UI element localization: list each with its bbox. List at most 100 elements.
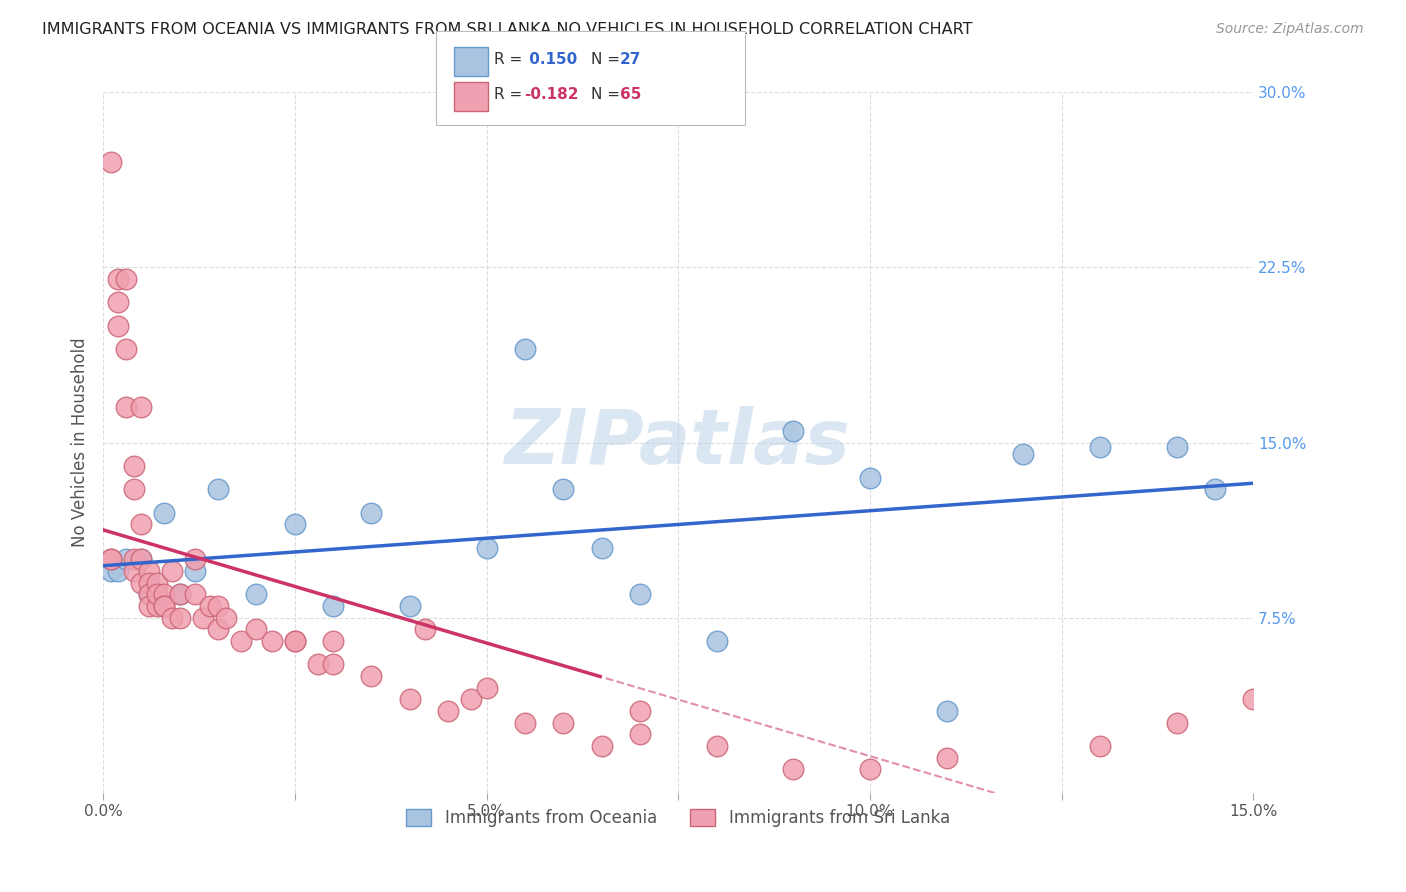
Point (153, 587, 176, 601)
Point (153, 506, 176, 520)
Point (360, 669, 382, 683)
Point (513, 342, 536, 356)
Point (191, 610, 214, 624)
Point (231, 634, 253, 648)
Point (100, 564, 122, 578)
Point (284, 634, 307, 648)
Text: 27: 27 (620, 53, 641, 67)
Point (260, 634, 283, 648)
Point (215, 610, 238, 624)
Text: 65: 65 (620, 87, 641, 102)
Point (1166, 715, 1188, 730)
Point (131, 552, 153, 566)
Text: ZIPatlas: ZIPatlas (505, 406, 851, 480)
Point (115, 401, 138, 415)
Point (153, 599, 176, 613)
Point (184, 564, 207, 578)
Point (146, 599, 169, 613)
Point (307, 657, 329, 672)
Point (1012, 447, 1035, 461)
Point (122, 482, 145, 496)
Point (322, 634, 344, 648)
Point (437, 704, 460, 718)
Point (513, 715, 536, 730)
Point (107, 318, 129, 333)
Text: Source: ZipAtlas.com: Source: ZipAtlas.com (1216, 22, 1364, 37)
Point (146, 587, 169, 601)
Point (122, 458, 145, 473)
Point (131, 552, 153, 566)
Point (460, 692, 482, 706)
Point (138, 587, 160, 601)
Point (935, 704, 957, 718)
Point (184, 587, 207, 601)
Point (160, 564, 183, 578)
Point (782, 762, 804, 776)
Point (398, 692, 420, 706)
Point (100, 552, 122, 566)
Point (628, 704, 651, 718)
Point (100, 552, 122, 566)
Point (553, 482, 575, 496)
Y-axis label: No Vehicles in Household: No Vehicles in Household (72, 338, 89, 548)
Point (1088, 440, 1111, 454)
Point (553, 715, 575, 730)
Text: N =: N = (591, 53, 624, 67)
Point (859, 470, 882, 484)
Point (322, 599, 344, 613)
Point (782, 424, 804, 438)
Point (207, 599, 229, 613)
Text: IMMIGRANTS FROM OCEANIA VS IMMIGRANTS FROM SRI LANKA NO VEHICLES IN HOUSEHOLD CO: IMMIGRANTS FROM OCEANIA VS IMMIGRANTS FR… (42, 22, 973, 37)
Text: R =: R = (494, 53, 527, 67)
Point (200, 599, 222, 613)
Point (284, 634, 307, 648)
Point (245, 587, 267, 601)
Point (284, 517, 307, 532)
Point (859, 762, 882, 776)
Text: N =: N = (591, 87, 624, 102)
Point (138, 575, 160, 590)
Point (138, 564, 160, 578)
Point (706, 739, 728, 753)
Point (591, 739, 613, 753)
Point (169, 587, 191, 601)
Point (107, 564, 129, 578)
Point (628, 727, 651, 741)
Point (245, 622, 267, 636)
Text: -0.182: -0.182 (524, 87, 579, 102)
Point (360, 506, 382, 520)
Point (475, 541, 498, 555)
Point (628, 587, 651, 601)
Point (107, 295, 129, 310)
Point (138, 587, 160, 601)
Point (413, 622, 436, 636)
Point (160, 610, 183, 624)
Point (475, 681, 498, 695)
Point (935, 750, 957, 764)
Text: 0.150: 0.150 (524, 53, 578, 67)
Point (131, 575, 153, 590)
Point (115, 552, 138, 566)
Point (138, 599, 160, 613)
Point (591, 541, 613, 555)
Point (207, 482, 229, 496)
Point (131, 401, 153, 415)
Point (115, 272, 138, 286)
Point (1088, 739, 1111, 753)
Point (169, 587, 191, 601)
Point (398, 599, 420, 613)
Point (131, 517, 153, 532)
Point (107, 272, 129, 286)
Point (153, 599, 176, 613)
Point (322, 657, 344, 672)
Point (115, 342, 138, 356)
Point (122, 564, 145, 578)
Point (706, 634, 728, 648)
Point (207, 622, 229, 636)
Point (100, 155, 122, 169)
Point (1204, 482, 1226, 496)
Point (122, 552, 145, 566)
Point (1166, 440, 1188, 454)
Point (169, 610, 191, 624)
Legend: Immigrants from Oceania, Immigrants from Sri Lanka: Immigrants from Oceania, Immigrants from… (399, 802, 956, 833)
